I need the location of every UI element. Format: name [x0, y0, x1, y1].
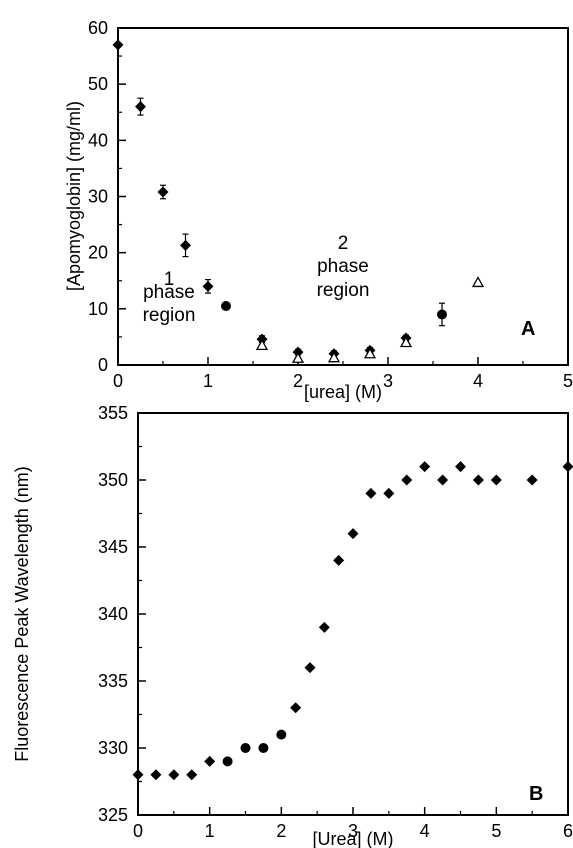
panel-b-y-tick-label: 345 — [98, 537, 128, 557]
panel-a-triangle-point — [327, 351, 341, 363]
panel-a-annotation-2-line3: region — [317, 280, 370, 301]
panel-a-marks — [112, 39, 485, 363]
panel-a-xlabel: [urea] (M) — [304, 382, 382, 402]
panel-a-letter: A — [521, 318, 535, 340]
panel-a-y-tick-label: 50 — [88, 74, 108, 94]
panel-a-triangle-point — [471, 276, 485, 288]
panel-b-diamond-point — [365, 487, 377, 499]
panel-b-diamond-point — [150, 769, 162, 781]
panel-b-letter: B — [529, 783, 543, 805]
panel-a-triangle-point — [255, 339, 269, 350]
panel-a-y-tick-label: 40 — [88, 130, 108, 150]
panel-a-annotation-2-line2: phase — [317, 256, 369, 277]
panel-a-diamond-point — [157, 186, 169, 198]
panel-b-diamond-point — [437, 474, 449, 486]
panel-b-x-tick-label: 0 — [133, 821, 143, 841]
panel-a-diamond-point — [135, 101, 146, 113]
panel-b-diamond-point — [290, 702, 302, 714]
panel-b-circle-point — [222, 756, 233, 767]
panel-a-ylabel: [Apomyoglobin] (mg/ml) — [64, 101, 84, 291]
panel-a-x-tick-label: 0 — [113, 371, 123, 391]
panel-b-diamond-point — [168, 769, 180, 781]
panel-b-diamond-point — [419, 461, 431, 473]
panel-b-circle-point — [240, 743, 251, 753]
panel-a-triangle-point — [399, 336, 413, 348]
panel-b-diamond-point — [472, 474, 484, 486]
panel-b-plot-frame — [137, 412, 569, 816]
panel-b-diamond-point — [333, 554, 345, 566]
panel-b-y-tick-label: 325 — [98, 805, 128, 825]
panel-b-diamond-point — [383, 487, 395, 499]
panel-a-x-tick-label: 2 — [293, 371, 303, 391]
panel-a-triangle-point — [363, 347, 377, 359]
panel-a-x-tick-label: 3 — [383, 371, 393, 391]
panel-a-annotation-1-line2: phase — [143, 282, 195, 303]
panel-a-circle-point — [437, 309, 447, 320]
panel-b-diamond-point — [455, 461, 466, 473]
panel-b-marks — [132, 461, 573, 781]
panel-a-x-tick-label: 1 — [203, 371, 213, 391]
panel-a-annotation-1-line3: region — [143, 305, 196, 326]
panel-a-y-tick-label: 20 — [88, 243, 108, 263]
panel-a-y-tick-label: 0 — [98, 355, 108, 375]
panel-b-x-tick-label: 1 — [205, 821, 215, 841]
panel-b-ylabel: Fluorescence Peak Wavelength (nm) — [12, 466, 32, 761]
panel-b-diamond-point — [347, 528, 359, 540]
panel-b-x-tick-label: 3 — [348, 821, 358, 841]
panel-b-diamond-point — [401, 474, 413, 486]
panel-a-diamond-point — [202, 280, 214, 292]
panel-a-y-tick-label: 10 — [88, 299, 108, 319]
panel-a-y-tick-label: 30 — [88, 187, 108, 207]
panel-b-x-tick-label: 4 — [420, 821, 430, 841]
panel-b-diamond-point — [318, 621, 330, 633]
panel-b-diamond-point — [186, 769, 198, 781]
panel-b-diamond-point — [526, 474, 538, 486]
panel-b-xlabel: [Urea] (M) — [313, 829, 394, 848]
panel-a-y-tick-label: 60 — [88, 18, 108, 38]
panel-a-x-tick-label: 5 — [563, 371, 573, 391]
panel-b-x-tick-label: 6 — [563, 821, 573, 841]
panel-a-triangle-point — [291, 351, 305, 363]
panel-a-diamond-point — [112, 39, 124, 51]
panel-b-diamond-point — [204, 755, 216, 767]
panel-b-y-tick-label: 335 — [98, 671, 128, 691]
panel-a-x-tick-label: 4 — [473, 371, 483, 391]
panel-b-y-tick-label: 355 — [98, 403, 128, 423]
panel-b-circle-point — [258, 743, 269, 753]
panel-b-diamond-point — [132, 769, 144, 781]
panel-a-annotation-1-line1: 1 — [164, 269, 175, 290]
panel-b-y-tick-label: 350 — [98, 470, 128, 490]
panel-b-x-tick-label: 5 — [491, 821, 501, 841]
panel-b-diamond-point — [304, 662, 316, 674]
panel-a-circle-point — [221, 301, 231, 312]
panel-a-annotation-2-line1: 2 — [338, 233, 349, 254]
panel-a-diamond-point — [180, 239, 191, 251]
panel-b-x-tick-label: 2 — [276, 821, 286, 841]
panel-b-y-tick-label: 340 — [98, 604, 128, 624]
panel-b-circle-point — [276, 729, 287, 740]
panel-b-y-tick-label: 330 — [98, 738, 128, 758]
panel-b-diamond-point — [490, 474, 502, 486]
panel-b-diamond-point — [562, 461, 573, 473]
